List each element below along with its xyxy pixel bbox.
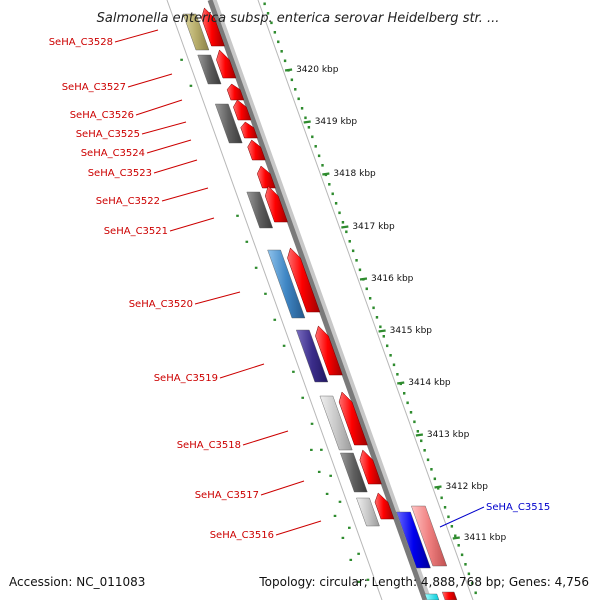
gene-label[interactable]: SeHA_C3515 xyxy=(486,502,550,513)
major-tick xyxy=(397,381,405,385)
cds-arrow xyxy=(216,49,237,79)
major-tick xyxy=(359,277,368,281)
label-leader xyxy=(135,99,183,116)
label-leader xyxy=(260,480,305,496)
tick-label: 3419 kbp xyxy=(315,117,358,127)
label-leader xyxy=(141,121,187,135)
major-tick xyxy=(303,120,311,124)
label-leader xyxy=(169,217,215,232)
feature-bar-reverse xyxy=(396,511,431,569)
gene-label[interactable]: SeHA_C3527 xyxy=(62,82,126,93)
accession-text: Accession: NC_011083 xyxy=(9,575,145,589)
tick-label: 3413 kbp xyxy=(427,430,470,440)
gene-label[interactable]: SeHA_C3520 xyxy=(129,299,193,310)
gene-label[interactable]: SeHA_C3521 xyxy=(104,226,168,237)
gene-label[interactable]: SeHA_C3522 xyxy=(96,196,160,207)
label-leader xyxy=(153,159,198,174)
gene-label[interactable]: SeHA_C3517 xyxy=(195,490,259,501)
gene-label[interactable]: SeHA_C3525 xyxy=(76,129,140,140)
cds-arrow xyxy=(315,325,343,376)
inner-track-border xyxy=(257,0,474,600)
tick-label: 3414 kbp xyxy=(408,378,451,388)
label-leader xyxy=(114,29,159,43)
map-title: Salmonella enterica subsp. enterica sero… xyxy=(97,11,500,26)
label-leader xyxy=(219,363,265,379)
cds-arrow xyxy=(201,7,225,47)
cds-arrow xyxy=(359,449,382,485)
tick-label: 3418 kbp xyxy=(333,169,376,179)
feature-bar xyxy=(267,249,306,319)
tick-label: 3415 kbp xyxy=(390,326,433,336)
topology-text: Topology: circular; Length: 4,888,768 bp… xyxy=(258,575,589,589)
backbone-shadow xyxy=(209,0,432,600)
label-leader xyxy=(439,506,485,528)
label-leader xyxy=(146,139,192,154)
backbone xyxy=(207,0,428,600)
label-leader xyxy=(242,430,289,446)
label-leader xyxy=(127,73,173,88)
feature-bar-edge xyxy=(424,593,440,600)
feature-bar xyxy=(356,497,380,527)
gene-label[interactable]: SeHA_C3524 xyxy=(81,148,145,159)
outer-track-border xyxy=(166,0,383,600)
label-leader xyxy=(194,291,241,305)
feature-bar xyxy=(197,54,222,85)
tick-label: 3412 kbp xyxy=(446,482,489,492)
feature-bar xyxy=(319,395,353,451)
gene-label[interactable]: SeHA_C3519 xyxy=(154,373,218,384)
major-tick xyxy=(284,68,293,72)
major-tick xyxy=(452,536,460,540)
cds-arrow xyxy=(247,139,266,161)
tick-label: 3411 kbp xyxy=(464,533,507,543)
features xyxy=(182,7,458,600)
gene-label[interactable]: SeHA_C3528 xyxy=(49,37,113,48)
feature-bar xyxy=(214,103,243,144)
feature-bar xyxy=(295,329,329,383)
label-leader xyxy=(161,187,209,202)
major-tick xyxy=(415,433,424,437)
label-leaders xyxy=(114,29,485,536)
feature-bar-reverse xyxy=(411,505,448,567)
feature-bar-edge xyxy=(441,591,458,600)
cds-arrow xyxy=(264,185,288,223)
tick-label: 3417 kbp xyxy=(352,222,395,232)
cds-arrow xyxy=(287,247,321,313)
label-leader xyxy=(275,520,322,536)
gene-label[interactable]: SeHA_C3516 xyxy=(210,530,274,541)
major-tick xyxy=(341,225,349,229)
feature-bar xyxy=(182,13,210,51)
feature-bar xyxy=(246,191,273,229)
cds-arrow xyxy=(240,121,258,139)
tick-label: 3416 kbp xyxy=(371,274,414,284)
major-tick xyxy=(378,329,386,333)
gene-label[interactable]: SeHA_C3526 xyxy=(70,110,134,121)
cds-arrow xyxy=(233,99,252,121)
labels: 3420 kbp 3419 kbp 3418 kbp 3417 kbp 3416 kbp… xyxy=(49,37,551,543)
gene-label[interactable]: SeHA_C3518 xyxy=(177,440,241,451)
cds-arrow xyxy=(338,391,368,446)
tick-dots xyxy=(180,2,477,595)
feature-bar xyxy=(340,452,368,493)
tick-label: 3420 kbp xyxy=(296,65,339,75)
major-tick xyxy=(434,485,442,489)
cds-arrow xyxy=(374,492,395,520)
major-tick xyxy=(322,172,330,176)
gene-label[interactable]: SeHA_C3523 xyxy=(88,168,152,179)
